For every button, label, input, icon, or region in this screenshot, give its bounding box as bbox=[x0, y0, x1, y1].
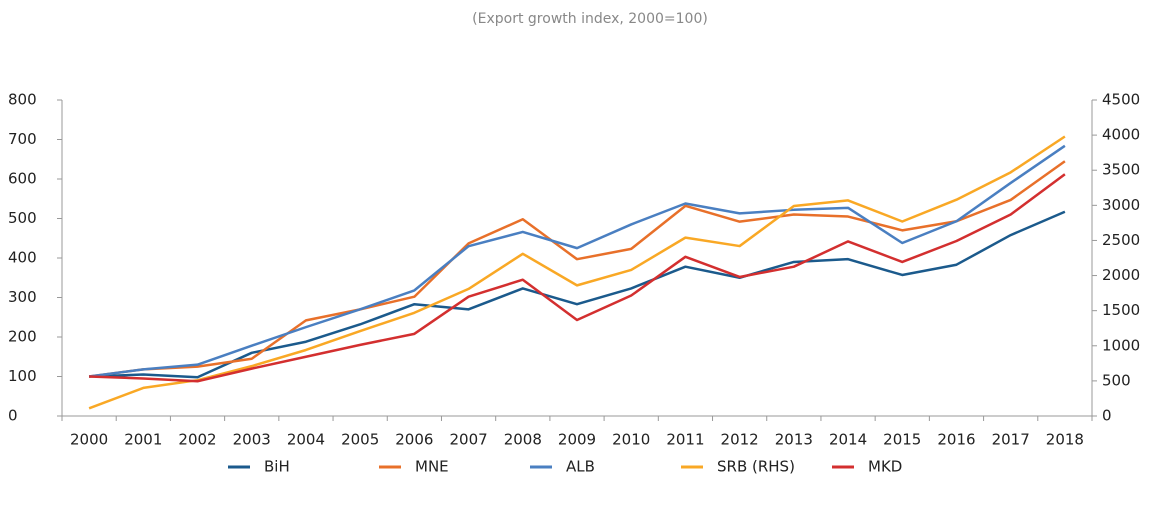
legend-label: ALB bbox=[566, 458, 595, 476]
y2-tick-label: 2500 bbox=[1102, 231, 1140, 249]
x-tick-label: 2007 bbox=[449, 431, 487, 449]
y-tick-label: 500 bbox=[8, 209, 37, 227]
x-tick-label: 2010 bbox=[612, 431, 650, 449]
y-tick-label: 300 bbox=[8, 288, 37, 306]
x-tick-label: 2003 bbox=[233, 431, 271, 449]
x-tick-label: 2013 bbox=[775, 431, 813, 449]
y2-tick-label: 4000 bbox=[1102, 126, 1140, 144]
y-tick-label: 800 bbox=[8, 91, 37, 109]
chart-subtitle: (Export growth index, 2000=100) bbox=[472, 11, 708, 27]
x-tick-label: 2017 bbox=[992, 431, 1030, 449]
series-line bbox=[89, 173, 1066, 383]
y-tick-label: 600 bbox=[8, 170, 37, 188]
x-tick-label: 2015 bbox=[883, 431, 921, 449]
y-tick-label: 200 bbox=[8, 328, 37, 346]
legend-label: SRB (RHS) bbox=[717, 458, 795, 476]
x-tick-label: 2018 bbox=[1046, 431, 1084, 449]
y2-tick-label: 4500 bbox=[1102, 91, 1140, 109]
series-line bbox=[88, 135, 1066, 410]
y-tick-label: 700 bbox=[8, 130, 37, 148]
y-tick-label: 100 bbox=[8, 367, 37, 385]
x-tick-label: 2011 bbox=[666, 431, 704, 449]
legend-label: MKD bbox=[868, 458, 902, 476]
x-tick-label: 2002 bbox=[178, 431, 216, 449]
x-tick-label: 2014 bbox=[829, 431, 867, 449]
x-tick-label: 2006 bbox=[395, 431, 433, 449]
x-tick-label: 2001 bbox=[124, 431, 162, 449]
series-line bbox=[89, 210, 1066, 379]
x-tick-label: 2004 bbox=[287, 431, 325, 449]
series-line bbox=[88, 160, 1066, 378]
y-tick-label: 0 bbox=[8, 407, 18, 425]
y-tick-label: 400 bbox=[8, 249, 37, 267]
y2-tick-label: 500 bbox=[1102, 371, 1131, 389]
x-tick-label: 2000 bbox=[70, 431, 108, 449]
legend-label: MNE bbox=[415, 458, 449, 476]
x-tick-label: 2009 bbox=[558, 431, 596, 449]
series-line bbox=[88, 144, 1066, 378]
x-tick-label: 2012 bbox=[721, 431, 759, 449]
x-tick-label: 2005 bbox=[341, 431, 379, 449]
x-tick-label: 2008 bbox=[504, 431, 542, 449]
y2-tick-label: 0 bbox=[1102, 407, 1112, 425]
y2-tick-label: 1000 bbox=[1102, 336, 1140, 354]
y2-tick-label: 1500 bbox=[1102, 301, 1140, 319]
x-tick-label: 2016 bbox=[937, 431, 975, 449]
legend-label: BiH bbox=[264, 458, 290, 476]
y2-tick-label: 3500 bbox=[1102, 161, 1140, 179]
y2-tick-label: 2000 bbox=[1102, 266, 1140, 284]
y2-tick-label: 3000 bbox=[1102, 196, 1140, 214]
